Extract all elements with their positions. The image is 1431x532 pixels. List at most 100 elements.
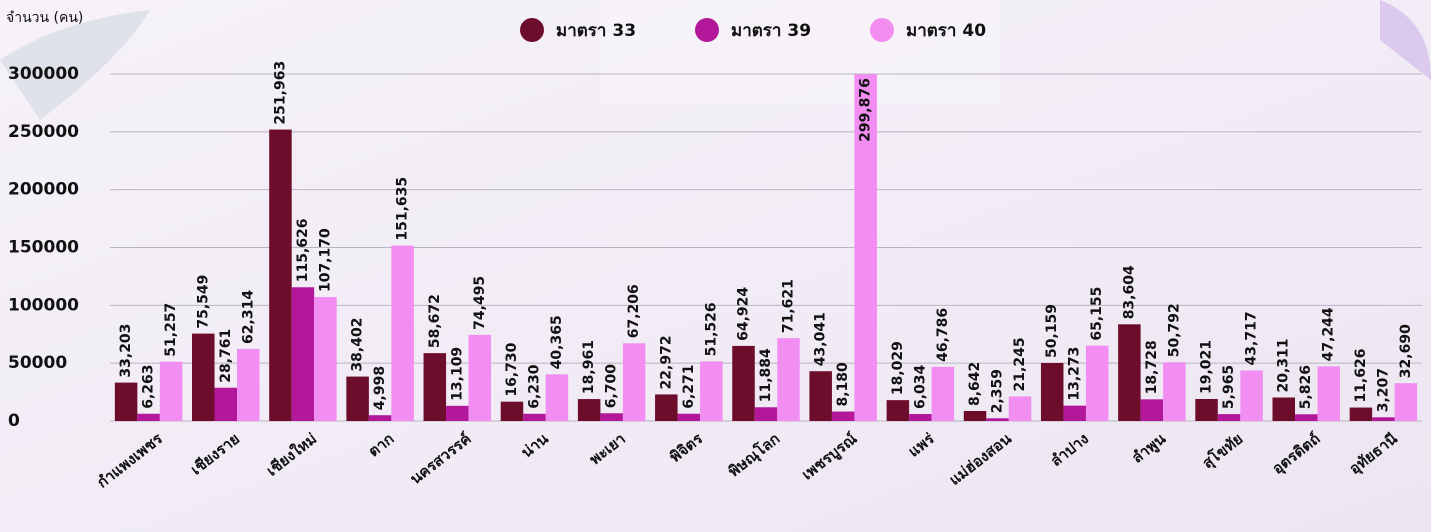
bar	[1240, 370, 1263, 421]
bar	[1163, 362, 1186, 421]
y-tick-label: 50000	[8, 353, 67, 373]
value-label: 3,207	[1375, 368, 1391, 412]
value-label: 2,359	[990, 369, 1006, 413]
bar	[314, 297, 337, 421]
value-label: 6,034	[912, 364, 928, 409]
value-label: 115,626	[295, 218, 311, 282]
value-label: 6,271	[681, 364, 697, 408]
legend-swatch	[520, 18, 544, 42]
bar	[391, 245, 414, 421]
value-label: 11,884	[758, 348, 774, 402]
value-label: 62,314	[240, 290, 256, 344]
value-label: 251,963	[272, 61, 288, 125]
value-label: 67,206	[626, 284, 642, 338]
value-label: 38,402	[350, 318, 366, 372]
value-label: 22,972	[658, 335, 674, 389]
bar	[809, 371, 832, 421]
decor-panel	[600, 0, 1000, 105]
legend-label: มาตรา 39	[731, 21, 811, 41]
value-label: 18,961	[581, 340, 597, 394]
bar	[1195, 398, 1218, 421]
value-label: 299,876	[858, 78, 874, 142]
y-tick-label: 100000	[8, 295, 79, 315]
value-label: 18,728	[1144, 340, 1160, 394]
bar	[1394, 383, 1418, 421]
value-label: 6,230	[526, 364, 542, 409]
value-label: 20,311	[1276, 338, 1292, 392]
bar	[1294, 414, 1318, 421]
bar	[1063, 405, 1086, 421]
y-tick-label: 250000	[8, 122, 79, 142]
value-label: 43,717	[1244, 311, 1260, 365]
bar	[1317, 366, 1340, 421]
decor-shape	[1380, 0, 1431, 80]
bar	[523, 413, 546, 421]
value-label: 43,041	[813, 312, 829, 366]
y-tick-label: 300000	[8, 64, 79, 84]
value-label: 50,159	[1044, 304, 1060, 358]
legend-swatch	[870, 18, 894, 42]
bar	[446, 405, 469, 421]
value-label: 51,257	[163, 303, 179, 357]
bar	[545, 374, 569, 421]
value-label: 40,365	[549, 315, 565, 369]
value-label: 83,604	[1121, 265, 1137, 319]
value-label: 151,635	[395, 177, 411, 241]
bar	[1140, 399, 1164, 421]
bar	[214, 387, 238, 421]
value-label: 74,495	[472, 276, 488, 330]
value-label: 58,672	[427, 294, 443, 348]
bar	[1349, 407, 1373, 421]
bar	[346, 376, 369, 421]
value-label: 47,244	[1321, 307, 1337, 361]
legend-label: มาตรา 40	[906, 21, 986, 41]
value-label: 107,170	[317, 228, 333, 292]
value-label: 18,029	[890, 341, 906, 395]
value-label: 21,245	[1012, 337, 1028, 391]
bar	[192, 333, 215, 421]
value-label: 16,730	[504, 342, 520, 396]
bar	[677, 413, 701, 421]
bar	[500, 401, 524, 421]
y-tick-label: 150000	[8, 238, 79, 258]
bar	[1040, 362, 1064, 421]
value-label: 13,109	[449, 347, 465, 401]
bar	[754, 407, 778, 421]
value-label: 19,021	[1199, 340, 1215, 394]
value-label: 51,526	[703, 302, 719, 356]
bar	[368, 415, 392, 421]
bar	[831, 411, 855, 421]
value-label: 5,965	[1221, 365, 1237, 409]
value-label: 8,642	[967, 362, 983, 406]
value-label: 32,690	[1398, 324, 1414, 378]
bar	[577, 399, 601, 421]
y-tick-label: 200000	[8, 180, 79, 200]
y-tick-label: 0	[8, 411, 20, 431]
bar	[777, 338, 800, 421]
value-label: 46,786	[935, 308, 951, 362]
bar	[986, 418, 1009, 421]
y-axis-title: จำนวน (คน)	[6, 10, 83, 26]
value-label: 71,621	[781, 279, 797, 333]
value-label: 33,203	[118, 324, 134, 378]
value-label: 64,924	[736, 287, 752, 341]
decor-leaf	[0, 10, 150, 120]
bar	[237, 348, 260, 421]
bar	[114, 382, 138, 421]
bar	[732, 345, 755, 421]
value-label: 6,700	[604, 364, 620, 409]
value-label: 65,155	[1089, 287, 1105, 341]
bar	[468, 334, 492, 421]
bar	[854, 74, 877, 421]
value-label: 50,792	[1166, 303, 1182, 357]
bar	[655, 394, 678, 421]
bar	[931, 366, 955, 421]
value-label: 4,998	[372, 366, 388, 410]
bar	[137, 413, 160, 421]
value-label: 13,273	[1067, 347, 1083, 401]
bar	[159, 361, 183, 421]
bar	[1272, 397, 1295, 421]
bar	[1118, 324, 1141, 421]
